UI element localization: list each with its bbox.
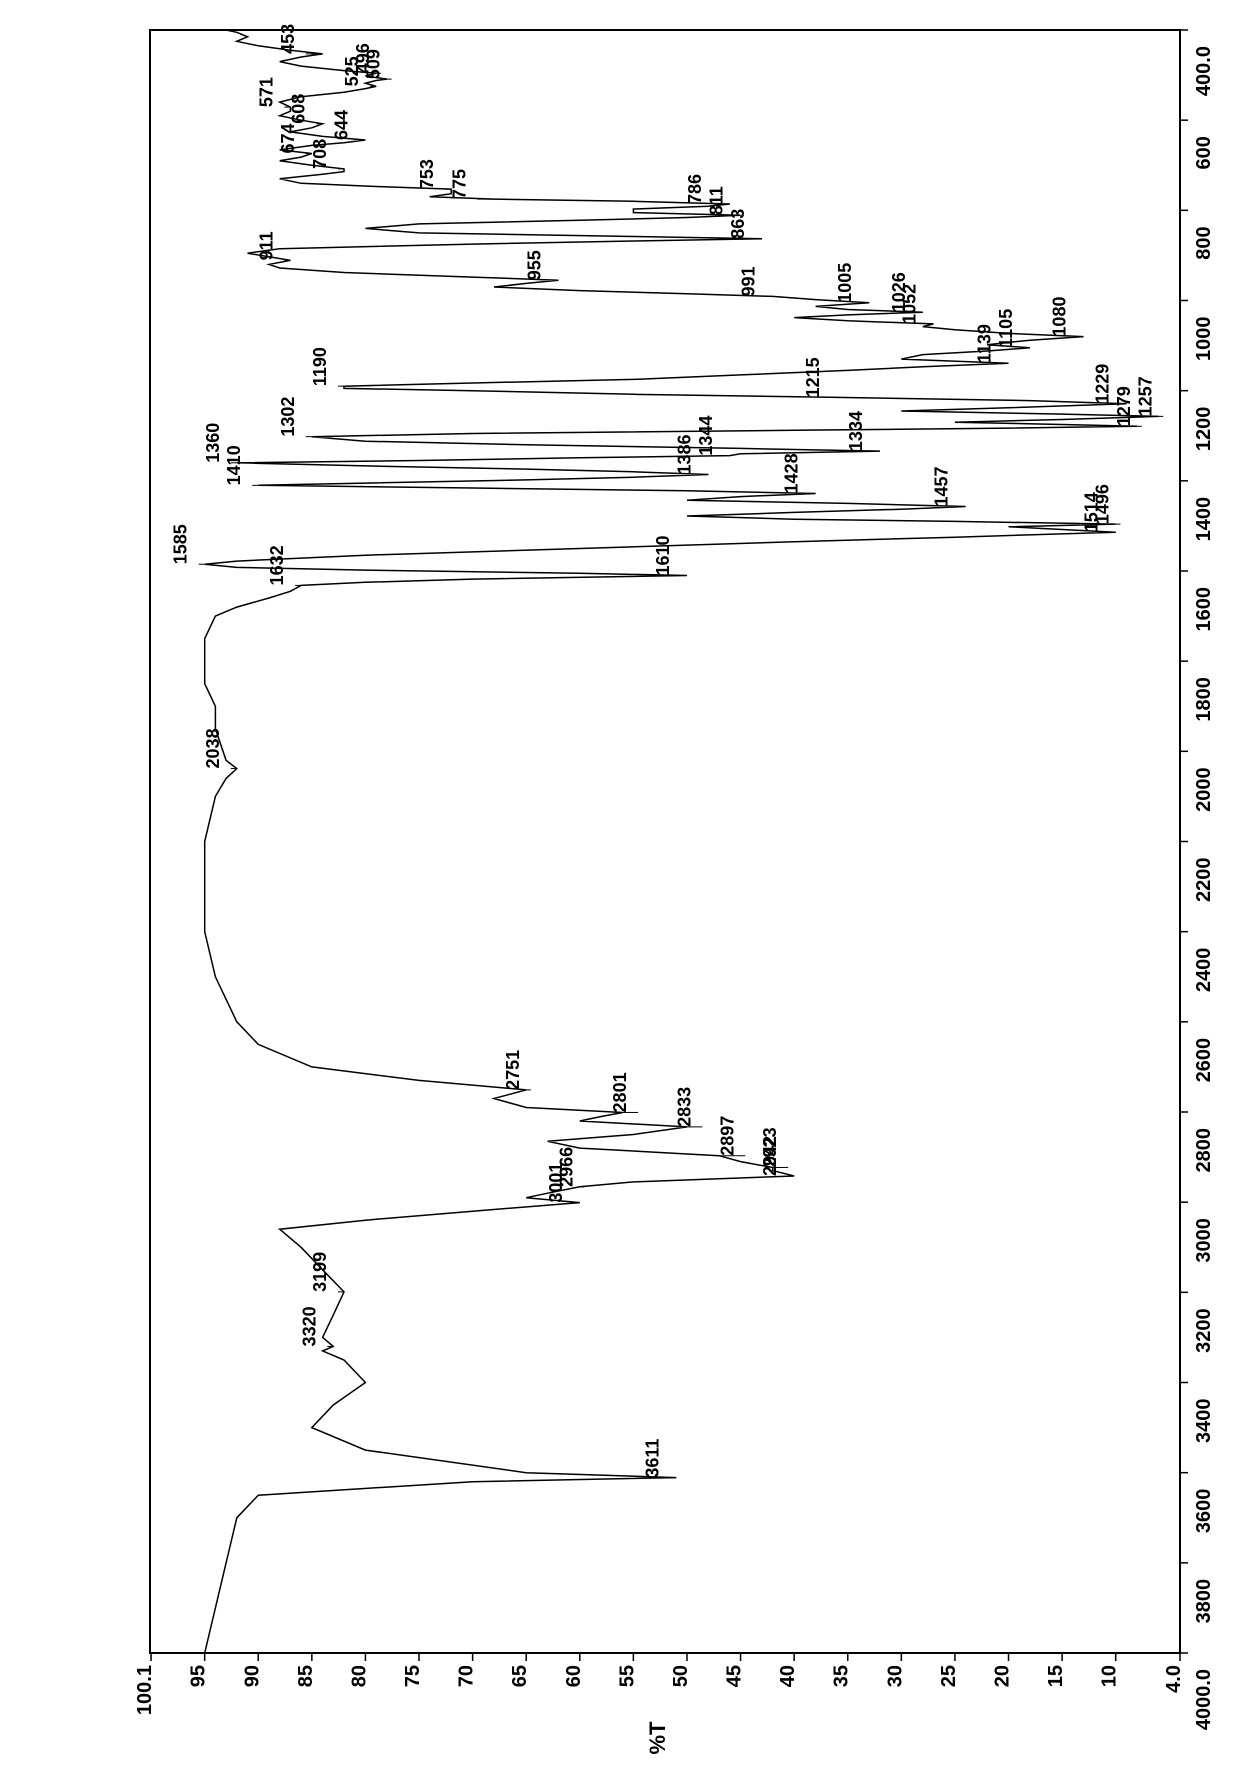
svg-text:1257: 1257 [1135,376,1155,416]
svg-text:75: 75 [402,1665,424,1687]
svg-text:2751: 2751 [503,1050,523,1090]
svg-text:2897: 2897 [717,1116,737,1156]
svg-text:1139: 1139 [975,324,995,363]
svg-text:600: 600 [1193,136,1215,169]
svg-text:25: 25 [938,1665,960,1687]
svg-text:991: 991 [739,266,759,296]
svg-text:1632: 1632 [267,545,287,585]
svg-text:3600: 3600 [1193,1489,1215,1534]
svg-text:4000.0: 4000.0 [1193,1669,1215,1730]
svg-text:786: 786 [685,174,705,204]
ir-spectrum-container: 400.0 600 800 1000 1200 1400 1600 1800 2000 2200 2… [0,0,1240,1783]
svg-text:1334: 1334 [846,411,866,451]
svg-text:1190: 1190 [310,347,330,386]
svg-text:80: 80 [348,1665,370,1687]
svg-text:2966: 2966 [557,1147,577,1187]
svg-text:2833: 2833 [674,1087,694,1127]
svg-text:60: 60 [563,1665,585,1687]
svg-text:453: 453 [278,24,298,54]
svg-text:2801: 2801 [610,1072,630,1112]
svg-text:811: 811 [707,186,727,215]
svg-text:1000: 1000 [1193,317,1215,362]
svg-text:1428: 1428 [782,453,802,493]
svg-text:1302: 1302 [278,397,298,437]
svg-text:70: 70 [456,1665,478,1687]
svg-text:955: 955 [524,250,544,280]
svg-text:%T: %T [645,1721,670,1755]
svg-text:2800: 2800 [1193,1128,1215,1173]
svg-text:15: 15 [1045,1665,1067,1687]
svg-text:1005: 1005 [835,263,855,303]
svg-text:400.0: 400.0 [1193,46,1215,96]
svg-text:1496: 1496 [1092,484,1112,524]
svg-text:775: 775 [449,169,469,199]
svg-text:863: 863 [728,209,748,239]
svg-text:1344: 1344 [696,416,716,456]
svg-text:3200: 3200 [1193,1308,1215,1353]
svg-text:800: 800 [1193,226,1215,259]
svg-text:1215: 1215 [803,357,823,397]
ir-spectrum-svg: 400.0 600 800 1000 1200 1400 1600 1800 2000 2200 2… [0,0,1240,1783]
svg-text:1360: 1360 [203,423,223,463]
svg-text:20: 20 [992,1665,1014,1687]
svg-text:1386: 1386 [674,434,694,474]
svg-text:40: 40 [777,1665,799,1687]
svg-text:50: 50 [670,1665,692,1687]
svg-text:4.0: 4.0 [1163,1665,1185,1693]
svg-text:10: 10 [1099,1665,1121,1687]
svg-text:45: 45 [724,1665,746,1687]
svg-text:1600: 1600 [1193,587,1215,632]
svg-text:2038: 2038 [203,728,223,768]
svg-text:100.1: 100.1 [134,1665,156,1715]
svg-text:3199: 3199 [310,1252,330,1292]
svg-text:85: 85 [295,1665,317,1687]
svg-text:496: 496 [353,43,373,73]
svg-text:2000: 2000 [1193,767,1215,812]
svg-text:1410: 1410 [224,445,244,485]
svg-text:2600: 2600 [1193,1038,1215,1083]
svg-text:3000: 3000 [1193,1218,1215,1263]
svg-text:2400: 2400 [1193,948,1215,993]
svg-text:911: 911 [256,231,276,260]
svg-text:1457: 1457 [932,466,952,506]
svg-text:644: 644 [331,110,351,140]
svg-text:1400: 1400 [1193,497,1215,542]
svg-text:3400: 3400 [1193,1399,1215,1444]
svg-text:674: 674 [278,123,298,153]
svg-text:1229: 1229 [1092,364,1112,404]
svg-text:1279: 1279 [1114,386,1134,426]
svg-text:95: 95 [188,1665,210,1687]
svg-text:753: 753 [417,159,437,189]
svg-text:1105: 1105 [996,309,1016,348]
svg-text:30: 30 [884,1665,906,1687]
svg-text:2200: 2200 [1193,858,1215,903]
svg-text:55: 55 [616,1665,638,1687]
svg-text:35: 35 [831,1665,853,1687]
svg-text:90: 90 [241,1665,263,1687]
svg-text:1610: 1610 [653,535,673,575]
svg-text:608: 608 [289,94,309,124]
svg-text:708: 708 [310,139,330,169]
svg-text:3611: 3611 [642,1439,662,1478]
svg-text:3800: 3800 [1193,1579,1215,1624]
svg-text:65: 65 [509,1665,531,1687]
svg-text:1585: 1585 [171,524,191,564]
svg-text:1800: 1800 [1193,677,1215,722]
svg-text:1026: 1026 [889,272,909,312]
svg-text:1080: 1080 [1050,297,1070,337]
svg-text:3320: 3320 [299,1306,319,1346]
svg-text:571: 571 [256,77,276,107]
svg-text:2923: 2923 [760,1127,780,1167]
svg-text:1200: 1200 [1193,407,1215,452]
